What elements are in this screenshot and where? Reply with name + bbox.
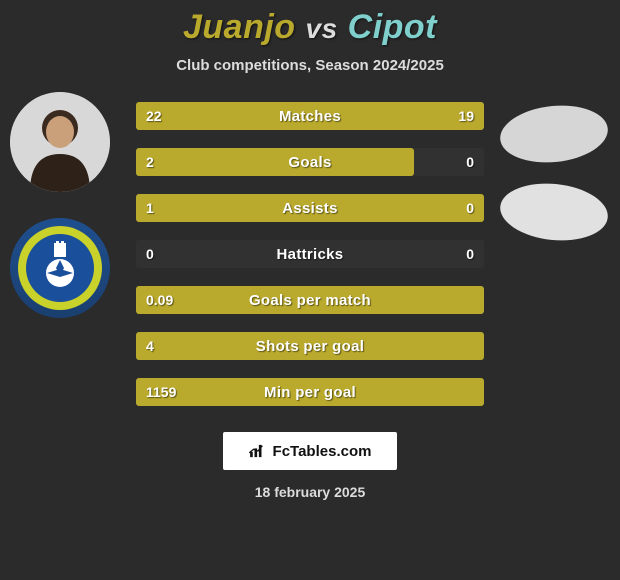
bar-fill-left [136, 102, 324, 130]
stat-bars: Matches2219 Goals20 Assists10 Hattricks00 Go… [136, 102, 484, 406]
team-ellipse-2 [497, 179, 610, 246]
vs-text: vs [306, 13, 338, 44]
content-area: Matches2219 Goals20 Assists10 Hattricks00 Go… [0, 102, 620, 406]
player2-name: Cipot [348, 8, 437, 46]
avatar-column [10, 92, 110, 318]
stat-bar: Goals per match0.09 [136, 286, 484, 314]
fctables-logo[interactable]: FcTables.com [223, 432, 397, 470]
bar-track [136, 240, 484, 268]
bar-fill-left [136, 378, 484, 406]
team-ellipse-1 [497, 101, 610, 168]
snapshot-date: 18 february 2025 [255, 484, 366, 500]
stat-bar: Min per goal1159 [136, 378, 484, 406]
player1-name: Juanjo [183, 8, 296, 46]
footer-brand-text: FcTables.com [273, 443, 372, 460]
bar-fill-left [136, 286, 484, 314]
club-badge-inner [17, 225, 103, 311]
stat-bar: Assists10 [136, 194, 484, 222]
comparison-title: Juanjo vs Cipot [183, 8, 437, 47]
season-subtitle: Club competitions, Season 2024/2025 [176, 57, 444, 74]
club-badge [10, 218, 110, 318]
stat-bar: Goals20 [136, 148, 484, 176]
player-photo [10, 92, 110, 192]
stat-bar: Hattricks00 [136, 240, 484, 268]
stat-bar: Shots per goal4 [136, 332, 484, 360]
person-placeholder-icon [10, 92, 110, 192]
right-ellipse-column [500, 106, 608, 240]
bar-fill-left [136, 332, 484, 360]
bar-fill-left [136, 194, 484, 222]
club-crest-icon [17, 225, 103, 311]
bar-fill-right [324, 102, 484, 130]
bar-chart-icon [249, 444, 267, 458]
bar-fill-left [136, 148, 414, 176]
stat-bar: Matches2219 [136, 102, 484, 130]
